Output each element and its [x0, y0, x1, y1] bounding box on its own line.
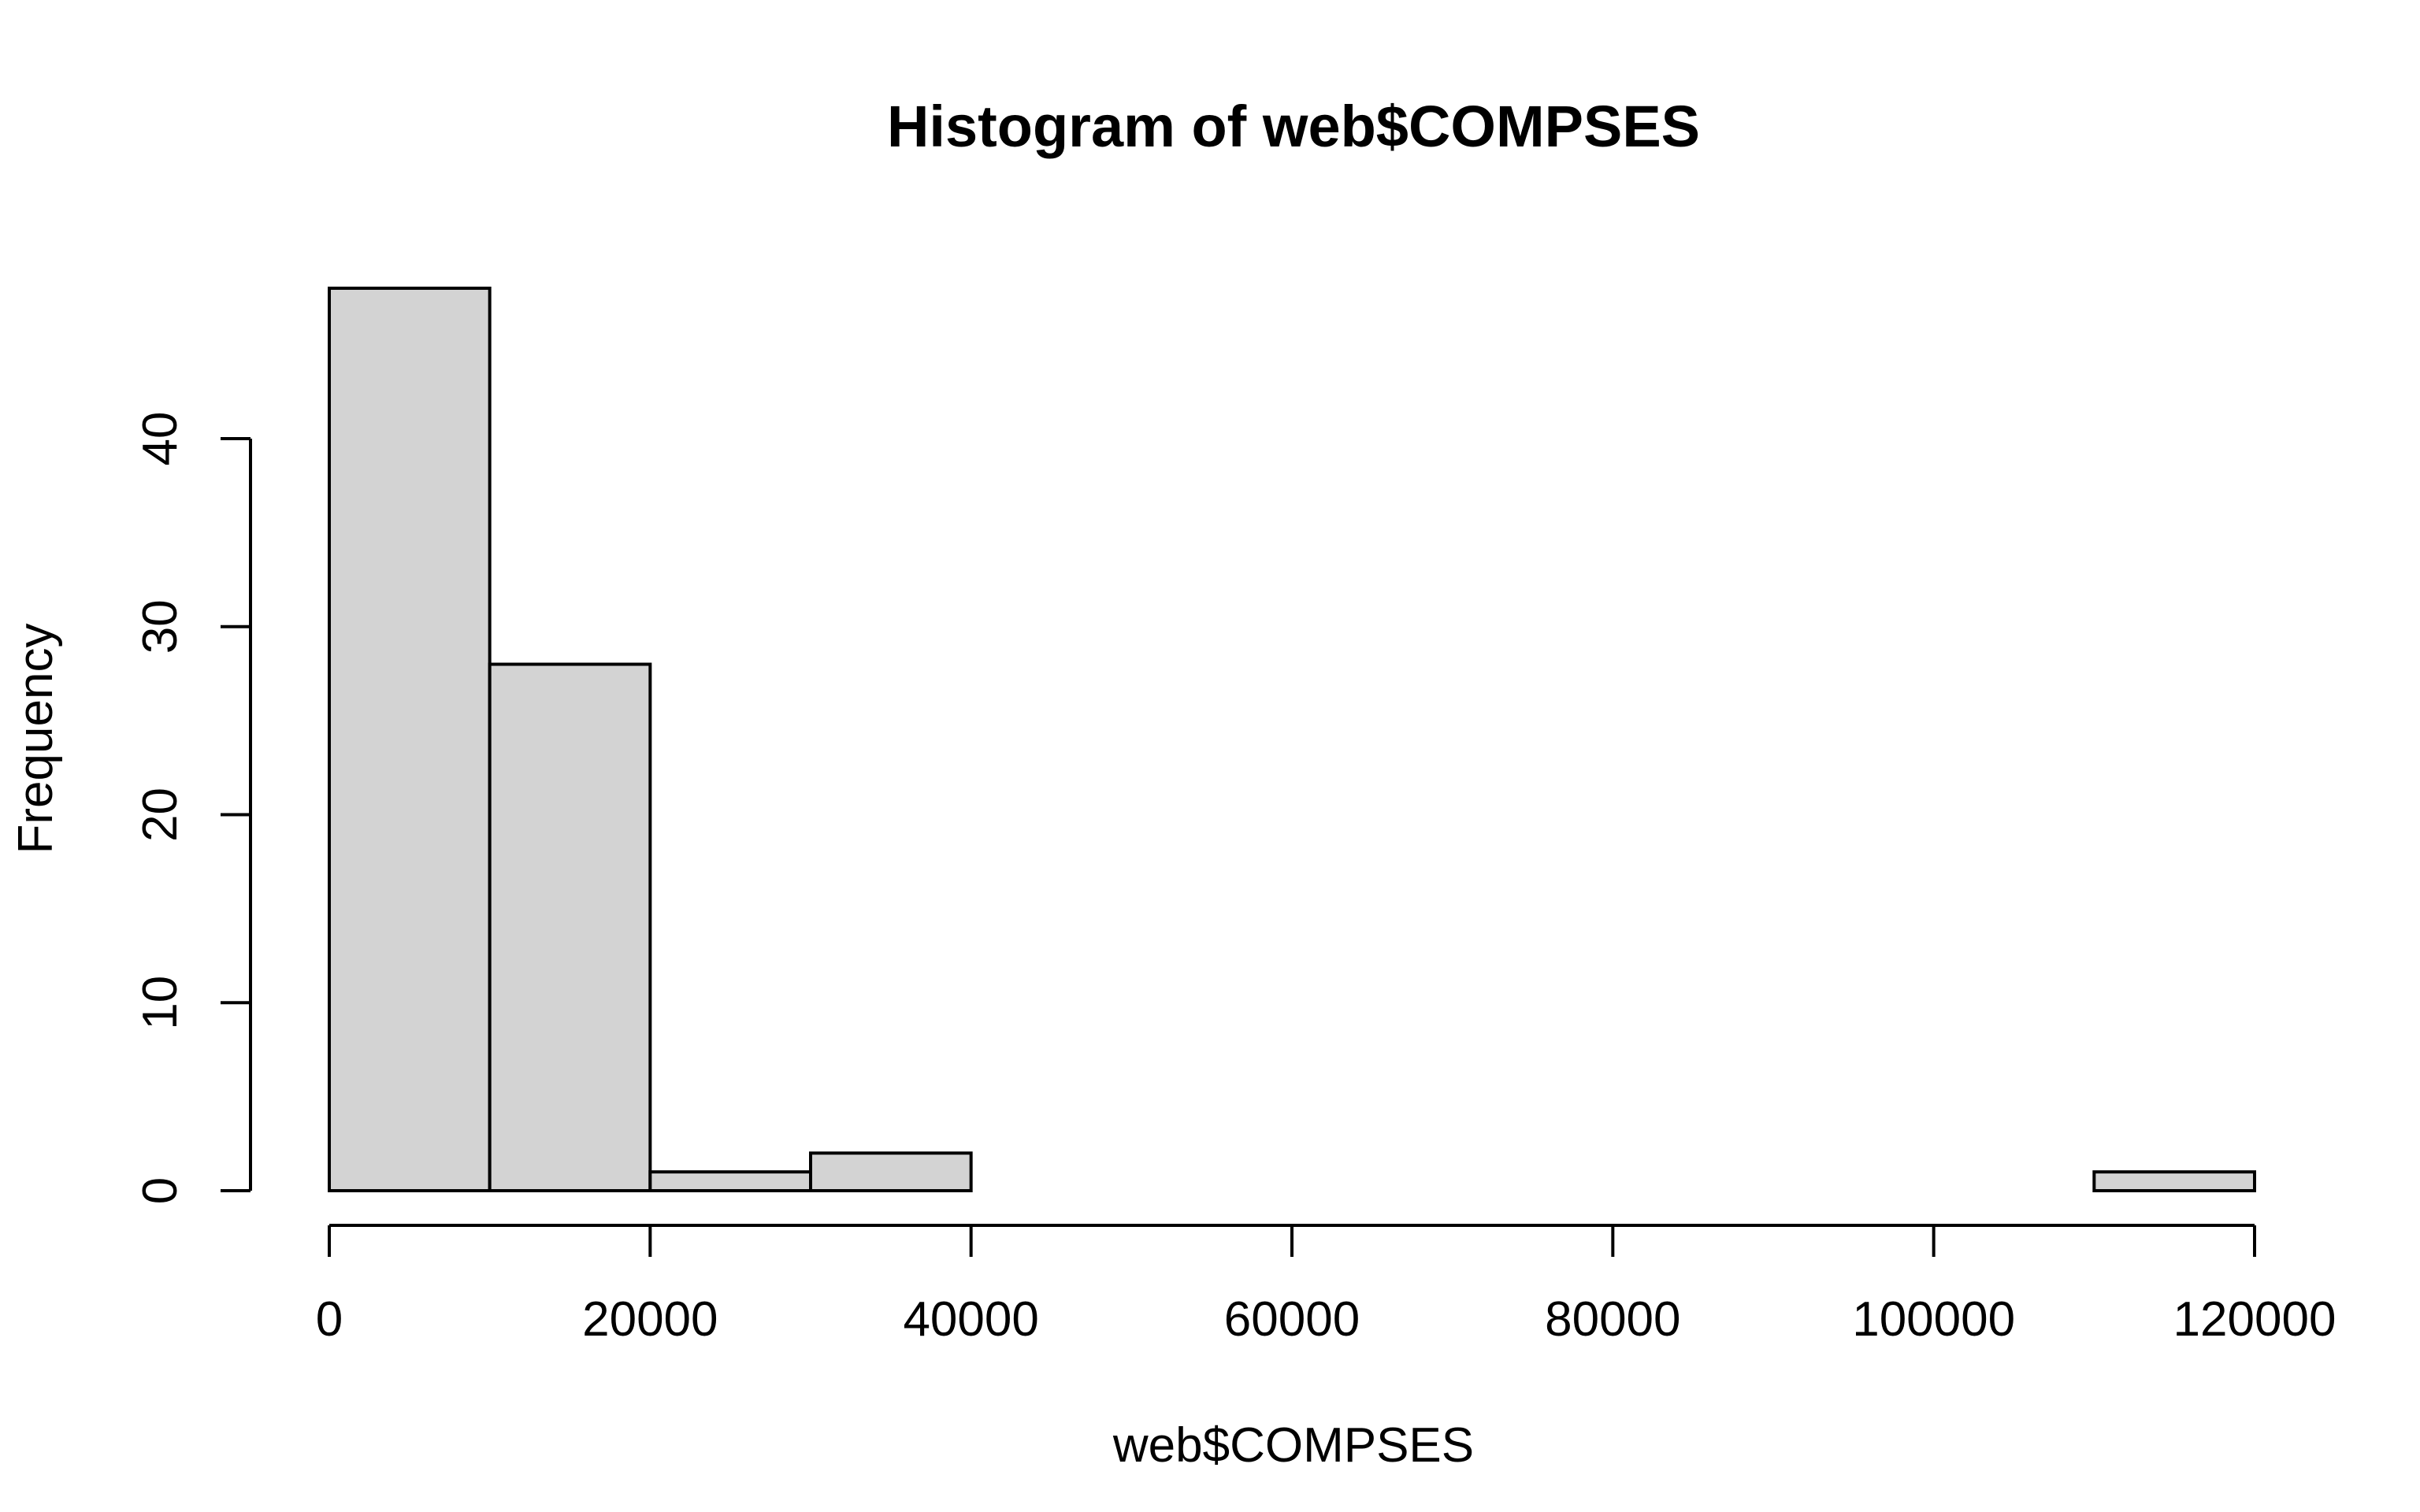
x-tick-label: 20000 — [582, 1292, 718, 1347]
y-tick-label: 40 — [133, 412, 187, 466]
histogram-bar — [2092, 1170, 2256, 1192]
y-tick-label: 20 — [133, 788, 187, 842]
histogram-bar — [809, 1151, 973, 1192]
y-tick-label: 10 — [133, 976, 187, 1030]
bars-group — [328, 287, 2256, 1192]
chart-title: Histogram of web$COMPSES — [887, 94, 1700, 159]
y-tick-label: 30 — [133, 599, 187, 654]
histogram-bar — [488, 662, 652, 1192]
x-tick-label: 100000 — [1852, 1292, 2015, 1347]
x-tick-label: 0 — [316, 1292, 343, 1347]
histogram-bar — [648, 1170, 812, 1192]
x-axis: 0 20000 40000 60000 80000 100000 120000 — [316, 1224, 2336, 1347]
x-tick-label: 40000 — [903, 1292, 1038, 1347]
histogram-bar — [328, 287, 492, 1192]
y-tick-label: 0 — [133, 1177, 187, 1204]
x-axis-label: web$COMPSES — [1112, 1418, 1474, 1473]
y-axis: 0 10 20 30 40 — [133, 412, 252, 1204]
x-tick-label: 120000 — [2173, 1292, 2336, 1347]
y-axis-label: Frequency — [9, 624, 63, 854]
x-tick-label: 60000 — [1224, 1292, 1360, 1347]
x-tick-label: 80000 — [1545, 1292, 1680, 1347]
